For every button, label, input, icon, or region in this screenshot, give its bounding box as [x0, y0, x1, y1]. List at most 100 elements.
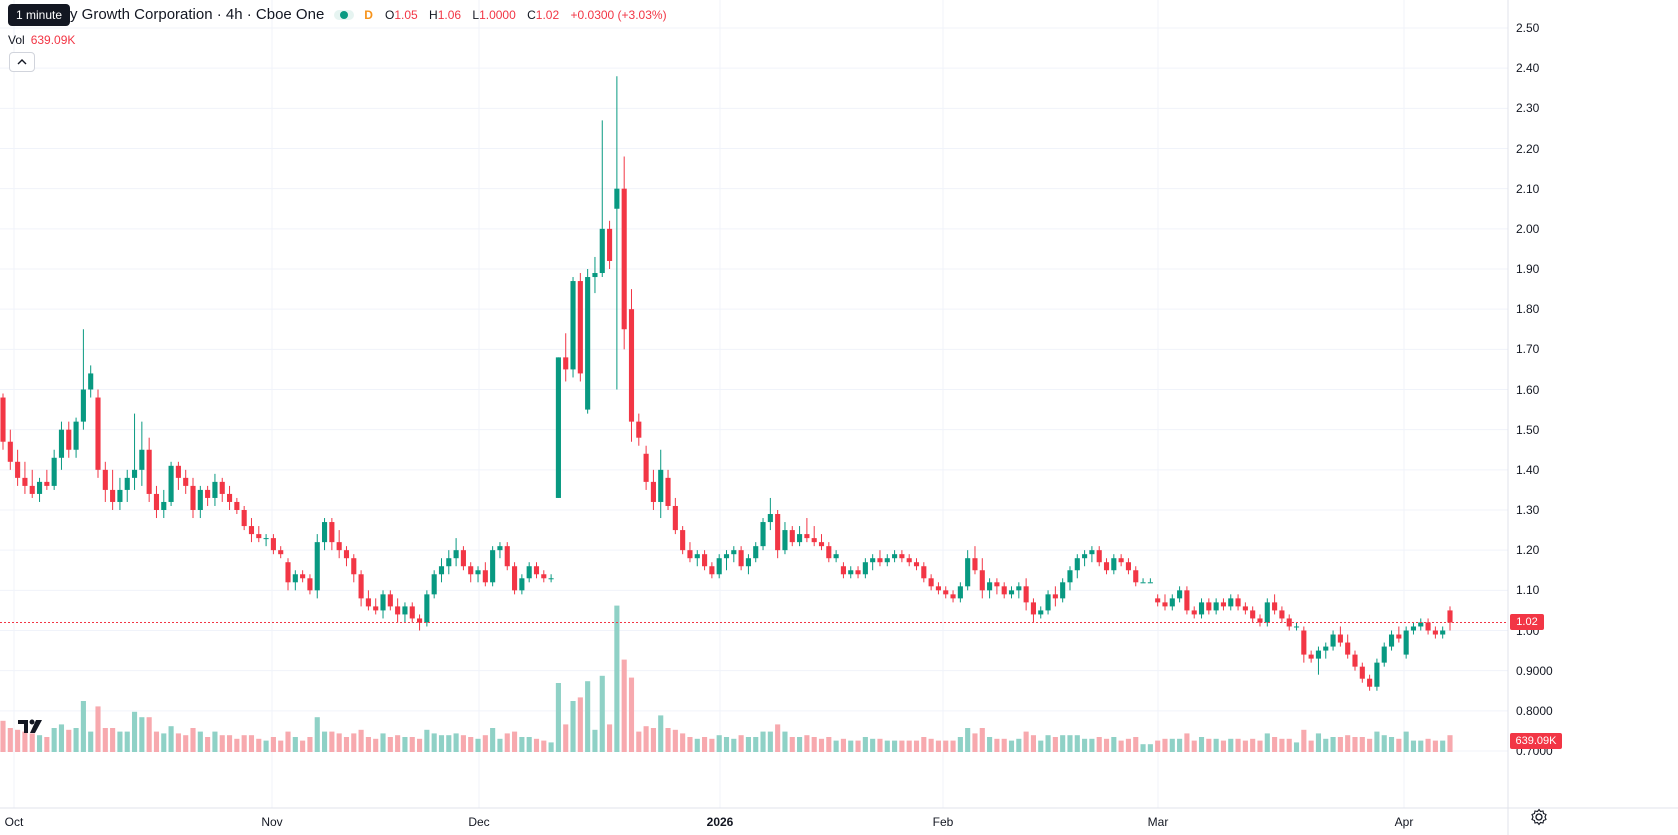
- volume-bar: [1074, 735, 1080, 752]
- volume-bar: [585, 681, 591, 752]
- candle-body: [1155, 598, 1161, 603]
- low-value: 1.0000: [479, 7, 516, 22]
- volume-bar: [1425, 738, 1431, 752]
- status-dot-icon: [340, 10, 349, 19]
- price-axis-label: 1.20: [1516, 543, 1540, 558]
- candle-body: [314, 542, 320, 591]
- volume-bar: [329, 731, 335, 752]
- volume-bar: [1381, 735, 1387, 752]
- candle-body: [504, 546, 510, 567]
- volume-bar: [1359, 737, 1365, 752]
- volume-bar: [797, 737, 803, 752]
- volume-bar: [1440, 740, 1446, 752]
- volume-bar: [767, 731, 773, 752]
- volume-bar: [1045, 735, 1051, 752]
- data-badge[interactable]: D: [364, 7, 373, 22]
- volume-bar: [1352, 737, 1358, 752]
- volume-bar: [650, 728, 656, 752]
- candle-body: [1447, 610, 1453, 623]
- volume-bar: [1242, 740, 1248, 752]
- candle-body: [234, 501, 240, 510]
- volume-bar: [482, 735, 488, 752]
- volume-bar: [738, 735, 744, 752]
- volume-bar: [760, 731, 766, 752]
- candle-body: [102, 469, 108, 490]
- candle-body: [15, 461, 21, 478]
- candle-body: [1315, 650, 1322, 659]
- candle-body: [146, 449, 152, 494]
- price-axis-label: 2.20: [1516, 141, 1540, 156]
- volume-bar: [183, 735, 189, 752]
- volume-bar: [66, 729, 72, 752]
- time-axis-label: Oct: [4, 815, 24, 829]
- volume-bar: [928, 738, 934, 752]
- candle-body: [1140, 582, 1146, 584]
- volume-value: 639.09K: [30, 33, 76, 47]
- interval-tooltip: 1 minute: [8, 4, 71, 26]
- candle-body: [1352, 654, 1358, 667]
- current-price-tag: 1.02: [1510, 614, 1544, 631]
- volume-bar: [110, 728, 116, 752]
- volume-bars: [0, 605, 1453, 752]
- price-axis-label: 2.40: [1516, 61, 1540, 76]
- volume-bar: [870, 738, 876, 752]
- candle-body: [555, 357, 561, 498]
- candle-body: [1096, 550, 1102, 563]
- candle-body: [621, 188, 627, 330]
- candle-body: [913, 562, 920, 567]
- volume-bar: [402, 737, 408, 752]
- candle-body: [607, 228, 613, 261]
- candle-body: [716, 558, 722, 575]
- volume-bar: [497, 738, 503, 752]
- volume-bar: [36, 735, 43, 752]
- candle-body: [987, 582, 993, 591]
- volume-bar: [577, 697, 583, 752]
- candle-body: [643, 453, 649, 482]
- candle-body: [460, 550, 466, 567]
- volume-bar: [526, 737, 532, 752]
- volume-bar: [175, 733, 181, 752]
- settings-gear-icon[interactable]: [1530, 808, 1548, 826]
- volume-bar: [745, 737, 751, 752]
- candle-body: [161, 501, 167, 510]
- volume-bar: [1418, 740, 1424, 752]
- volume-bar: [1052, 737, 1058, 752]
- candle-body: [1264, 602, 1270, 623]
- volume-bar: [906, 740, 912, 752]
- volume-bar: [672, 729, 678, 752]
- candle-body: [321, 522, 328, 543]
- candle-body: [343, 550, 350, 559]
- volume-bar: [219, 735, 225, 752]
- volume-bar: [1096, 737, 1102, 752]
- volume-bar: [365, 737, 371, 752]
- tradingview-logo-icon[interactable]: [16, 716, 44, 736]
- close-label: C: [527, 7, 536, 22]
- candle-body: [117, 489, 123, 502]
- volume-bar: [307, 737, 313, 752]
- candle-body: [44, 481, 50, 486]
- collapse-legend-button[interactable]: [9, 52, 35, 72]
- volume-bar: [153, 731, 160, 752]
- volume-bar: [234, 738, 240, 752]
- candle-body: [1293, 626, 1300, 628]
- volume-bar: [965, 728, 971, 752]
- candle-body: [1074, 558, 1080, 571]
- volume-bar: [0, 720, 6, 752]
- volume-bar: [124, 731, 130, 752]
- candle-body: [789, 530, 795, 543]
- volume-bar: [300, 740, 306, 752]
- candle-body: [1279, 610, 1285, 619]
- candle-body: [687, 550, 693, 559]
- volume-bar: [943, 740, 949, 752]
- market-status[interactable]: [334, 9, 355, 20]
- symbol-title[interactable]: y Growth Corporation · 4h · Cboe One: [70, 6, 325, 23]
- volume-bar: [431, 733, 437, 752]
- candle-body: [1330, 634, 1336, 647]
- volume-bar: [979, 728, 985, 752]
- volume-bar: [51, 728, 57, 752]
- volume-bar: [475, 738, 481, 752]
- candle-body: [899, 554, 905, 559]
- volume-bar: [117, 731, 123, 752]
- candle-body: [263, 538, 269, 540]
